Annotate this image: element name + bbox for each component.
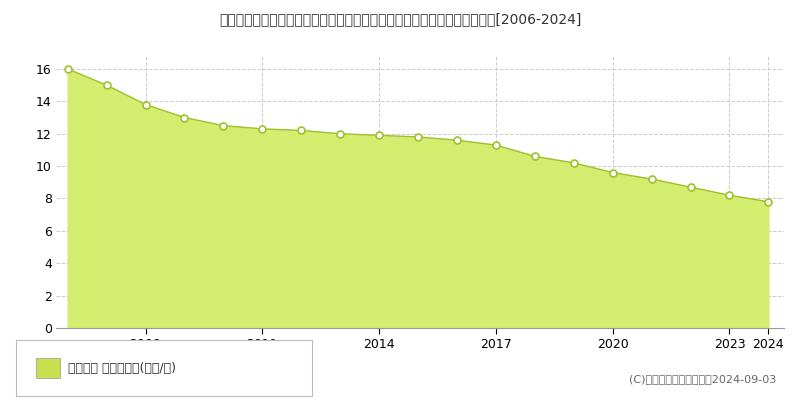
Text: 愛知県知多郡南知多町大字師崎字神戸浦１７７番１　地価公示　地価推移[2006-2024]: 愛知県知多郡南知多町大字師崎字神戸浦１７７番１ 地価公示 地価推移[2006-2…: [219, 12, 581, 26]
Text: (C)土地価格ドットコム　2024-09-03: (C)土地価格ドットコム 2024-09-03: [629, 374, 776, 384]
Text: 地価公示 平均坊単価(万円/坊): 地価公示 平均坊単価(万円/坊): [68, 362, 176, 374]
